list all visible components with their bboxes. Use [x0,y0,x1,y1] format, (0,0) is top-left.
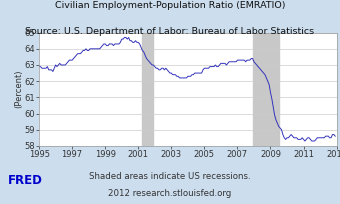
Y-axis label: (Percent): (Percent) [14,70,23,109]
Text: Source: U.S. Department of Labor: Bureau of Labor Statistics: Source: U.S. Department of Labor: Bureau… [26,27,315,35]
Text: 2012 research.stlouisfed.org: 2012 research.stlouisfed.org [108,189,232,198]
Bar [142,33,153,146]
Bar [253,33,279,146]
Text: Civilian Employment-Population Ratio (EMRATIO): Civilian Employment-Population Ratio (EM… [55,1,285,10]
Text: Shaded areas indicate US recessions.: Shaded areas indicate US recessions. [89,172,251,181]
Text: FRED: FRED [7,174,42,187]
